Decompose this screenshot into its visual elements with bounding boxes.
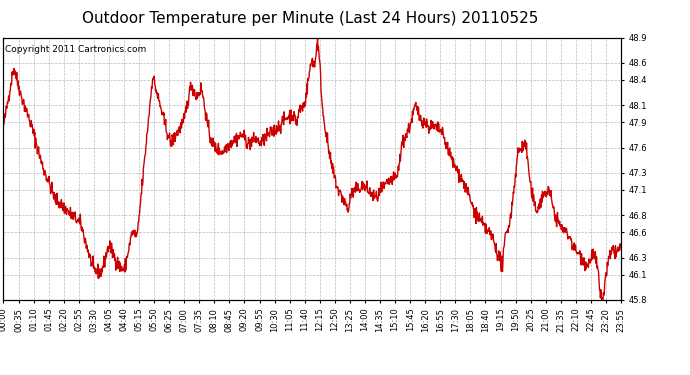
Text: Outdoor Temperature per Minute (Last 24 Hours) 20110525: Outdoor Temperature per Minute (Last 24 …	[82, 11, 539, 26]
Text: Copyright 2011 Cartronics.com: Copyright 2011 Cartronics.com	[5, 45, 146, 54]
